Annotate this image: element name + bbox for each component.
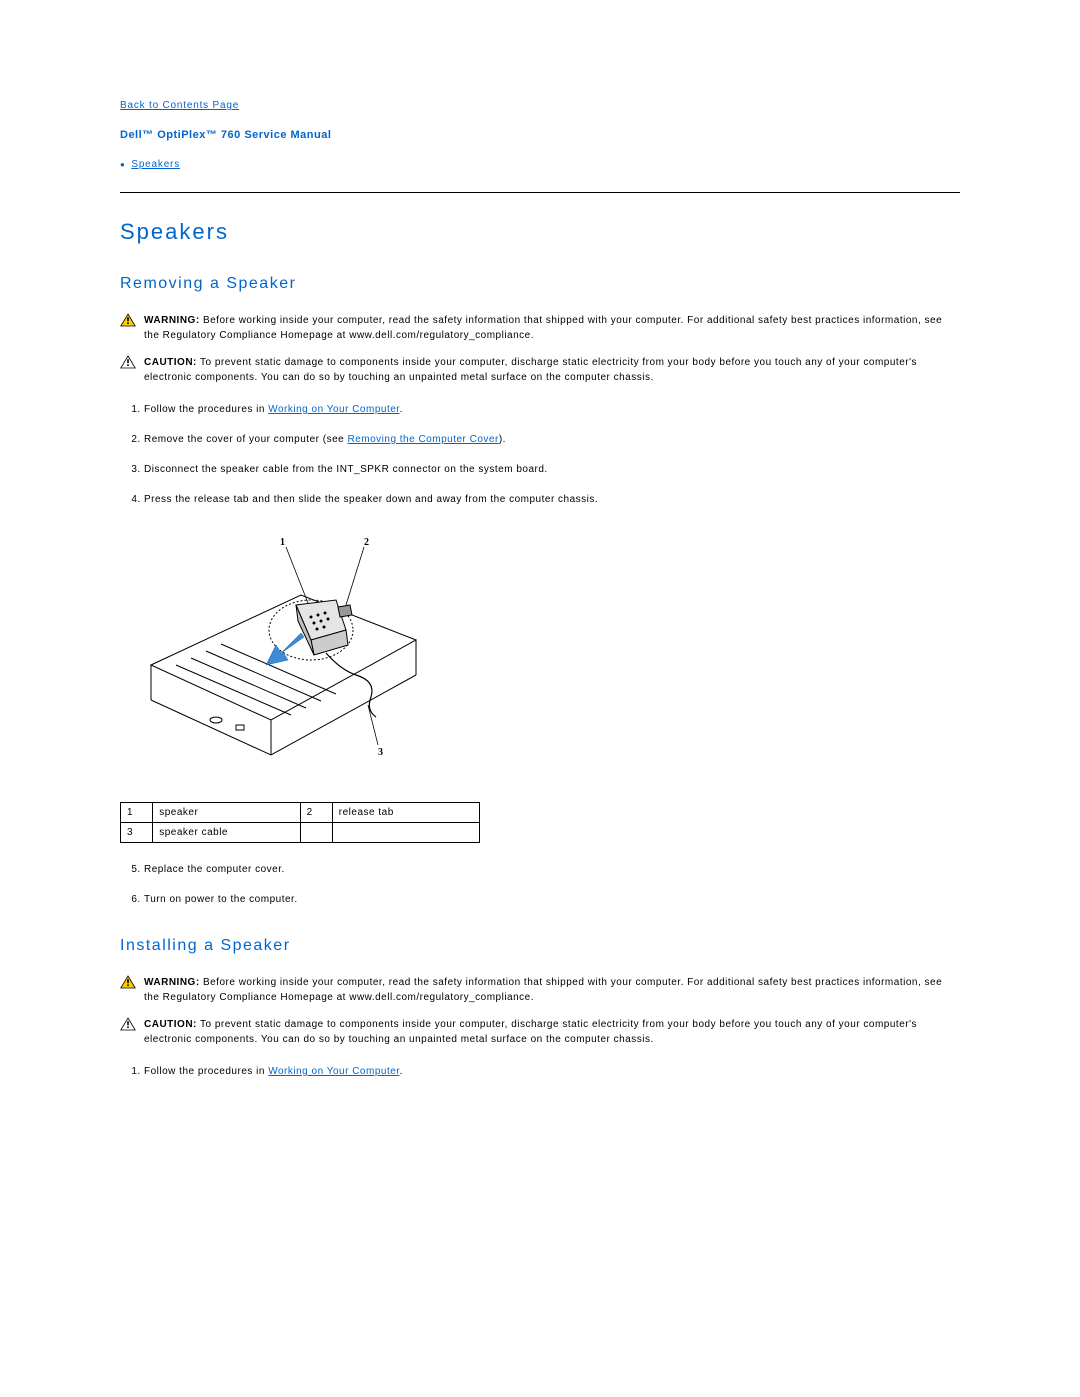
caution-alert: CAUTION: To prevent static damage to com… [120, 355, 960, 385]
warning-icon [120, 313, 136, 327]
working-on-computer-link[interactable]: Working on Your Computer [268, 404, 399, 415]
step-6: Turn on power to the computer. [144, 893, 960, 907]
callout-1: 1 [280, 537, 286, 548]
step-3: Disconnect the speaker cable from the IN… [144, 463, 960, 477]
warning-text: WARNING: Before working inside your comp… [144, 313, 960, 343]
table-row: 3 speaker cable [121, 823, 480, 843]
removing-steps-list-continued: Replace the computer cover. Turn on powe… [120, 863, 960, 907]
speaker-diagram: 1 2 3 [126, 525, 960, 778]
installing-speaker-heading: Installing a Speaker [120, 937, 960, 955]
step-4: Press the release tab and then slide the… [144, 493, 960, 507]
step-1: Follow the procedures in Working on Your… [144, 1065, 960, 1079]
caution-text: CAUTION: To prevent static damage to com… [144, 355, 960, 385]
toc-speakers-link[interactable]: Speakers [131, 159, 180, 170]
working-on-computer-link[interactable]: Working on Your Computer [268, 1066, 399, 1077]
caution-alert: CAUTION: To prevent static damage to com… [120, 1017, 960, 1047]
warning-icon [120, 975, 136, 989]
caution-icon [120, 1017, 136, 1031]
toc-item: ● Speakers [120, 159, 960, 170]
warning-alert: WARNING: Before working inside your comp… [120, 313, 960, 343]
divider [120, 192, 960, 193]
page-heading: Speakers [120, 219, 960, 245]
removing-speaker-heading: Removing a Speaker [120, 275, 960, 293]
caution-icon [120, 355, 136, 369]
bullet-icon: ● [120, 160, 125, 169]
removing-cover-link[interactable]: Removing the Computer Cover [347, 434, 498, 445]
table-row: 1 speaker 2 release tab [121, 803, 480, 823]
installing-steps-list: Follow the procedures in Working on Your… [120, 1065, 960, 1079]
step-1: Follow the procedures in Working on Your… [144, 403, 960, 417]
callout-2: 2 [364, 537, 370, 548]
warning-text: WARNING: Before working inside your comp… [144, 975, 960, 1005]
callout-table: 1 speaker 2 release tab 3 speaker cable [120, 802, 480, 843]
step-5: Replace the computer cover. [144, 863, 960, 877]
warning-alert: WARNING: Before working inside your comp… [120, 975, 960, 1005]
removing-steps-list: Follow the procedures in Working on Your… [120, 403, 960, 507]
callout-3: 3 [378, 747, 384, 758]
step-2: Remove the cover of your computer (see R… [144, 433, 960, 447]
caution-text: CAUTION: To prevent static damage to com… [144, 1017, 960, 1047]
manual-title: Dell™ OptiPlex™ 760 Service Manual [120, 129, 960, 141]
back-to-contents-link[interactable]: Back to Contents Page [120, 100, 239, 111]
